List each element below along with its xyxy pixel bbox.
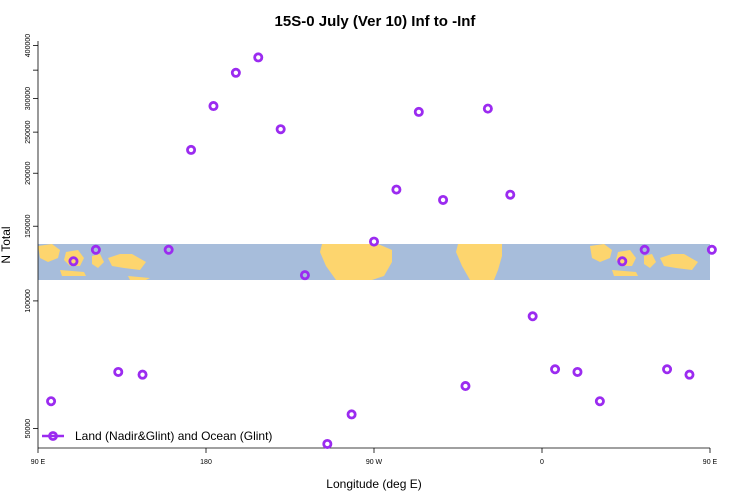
data-point: [413, 106, 424, 117]
data-point: [550, 364, 561, 375]
indonesia-land: [38, 244, 150, 280]
data-point: [639, 244, 650, 255]
data-point: [460, 381, 471, 392]
data-point: [505, 189, 516, 200]
data-points: [46, 52, 717, 449]
data-point: [46, 396, 57, 407]
x-tick-label: 90 E: [703, 459, 718, 466]
data-point: [346, 409, 357, 420]
y-tick-label: 150000: [25, 214, 32, 237]
data-point: [275, 124, 286, 135]
data-point: [113, 366, 124, 377]
data-point: [163, 244, 174, 255]
map-band: [38, 244, 710, 280]
data-point: [391, 184, 402, 195]
data-point: [230, 67, 241, 78]
data-point: [594, 396, 605, 407]
data-point: [208, 101, 219, 112]
data-point: [482, 103, 493, 114]
y-tick-label: 50000: [25, 419, 32, 439]
data-point: [706, 244, 717, 255]
legend-label: Land (Nadir&Glint) and Ocean (Glint): [75, 429, 272, 443]
data-point: [68, 256, 79, 267]
data-point: [572, 366, 583, 377]
data-point: [438, 194, 449, 205]
legend-marker: [48, 431, 58, 441]
y-axis-ticks: 50000 100000 150000 200000 250000 300000 40000…: [25, 34, 38, 439]
x-tick-label: 90 W: [366, 459, 383, 466]
south-america-land: [320, 244, 392, 280]
data-point: [662, 364, 673, 375]
x-tick-label: 0: [540, 459, 544, 466]
x-tick-label: 90 E: [31, 459, 46, 466]
data-point: [322, 438, 333, 449]
data-point: [299, 270, 310, 281]
chart-title: 15S-0 July (Ver 10) Inf to -Inf: [275, 13, 477, 30]
y-tick-label: 200000: [25, 161, 32, 184]
data-point: [684, 369, 695, 380]
data-point: [527, 311, 538, 322]
y-tick-label: 100000: [25, 289, 32, 312]
y-axis-label: N Total: [0, 226, 13, 263]
data-point: [90, 244, 101, 255]
data-point: [137, 369, 148, 380]
data-point: [617, 256, 628, 267]
y-tick-label: 300000: [25, 87, 32, 110]
africa-land: [456, 244, 502, 280]
x-tick-label: 180: [200, 459, 212, 466]
x-axis-label: Longitude (deg E): [326, 477, 421, 491]
data-point: [253, 52, 264, 63]
data-point: [186, 144, 197, 155]
y-tick-label: 400000: [25, 34, 32, 57]
y-tick-label: 250000: [25, 120, 32, 143]
legend: Land (Nadir&Glint) and Ocean (Glint): [42, 429, 272, 443]
data-point: [368, 236, 379, 247]
